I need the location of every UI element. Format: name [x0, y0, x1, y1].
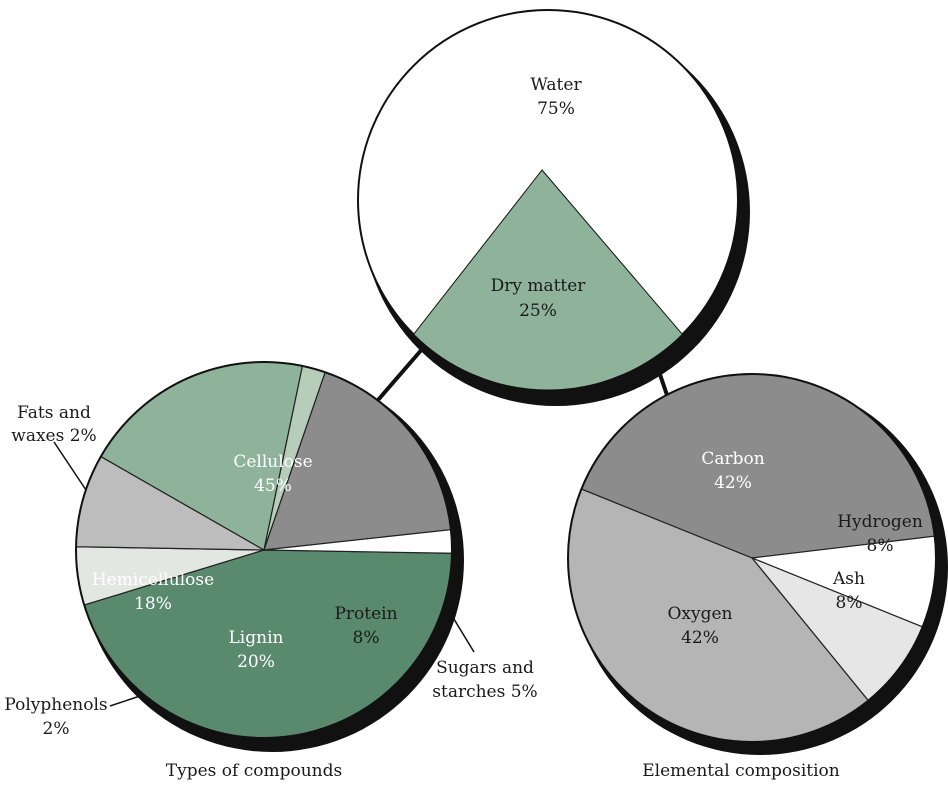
slice-label-carbon: Carbon [701, 449, 764, 469]
pie-water-dry-matter: Water 75% Dry matter 25% [357, 9, 750, 406]
slice-label-oxygen: Oxygen [667, 604, 732, 624]
outside-label-sugars-line1: Sugars and [436, 658, 534, 678]
slice-value-dry-matter: 25% [519, 301, 557, 321]
slice-value-hydrogen: 8% [867, 536, 894, 556]
outside-label-fats-line2: waxes 2% [11, 426, 96, 446]
slice-value-protein: 8% [353, 628, 380, 648]
outside-label-polyphenols-line1: Polyphenols [4, 695, 107, 715]
slice-label-hydrogen: Hydrogen [837, 512, 923, 532]
caption-types-of-compounds: Types of compounds [166, 761, 342, 781]
slice-value-hemicellulose: 18% [134, 594, 172, 614]
slice-value-lignin: 20% [237, 652, 275, 672]
slice-value-water: 75% [537, 99, 575, 119]
slice-label-protein: Protein [334, 604, 397, 624]
slice-label-hemicellulose: Hemicellulose [92, 570, 214, 590]
slice-label-lignin: Lignin [229, 628, 284, 648]
pie-slice-dry-matter [412, 169, 684, 391]
slice-label-ash: Ash [832, 569, 865, 589]
pie-types-of-compounds: Cellulose 45% Hemicellulose 18% Lignin 2… [75, 361, 464, 752]
slice-value-ash: 8% [836, 593, 863, 613]
slice-label-dry-matter: Dry matter [491, 276, 587, 296]
pie-rim [75, 361, 453, 739]
caption-elemental-composition: Elemental composition [642, 761, 840, 781]
pie-rim [567, 373, 937, 743]
slice-label-water: Water [530, 75, 582, 95]
slice-value-cellulose: 45% [254, 476, 292, 496]
slice-value-carbon: 42% [714, 473, 752, 493]
outside-label-polyphenols-line2: 2% [43, 719, 70, 739]
slice-value-oxygen: 42% [681, 628, 719, 648]
outside-label-sugars-line2: starches 5% [432, 682, 537, 702]
slice-label-cellulose: Cellulose [233, 452, 312, 472]
outside-label-fats-line1: Fats and [17, 403, 91, 423]
pie-elemental-composition: Carbon 42% Hydrogen 8% Ash 8% Oxygen 42% [567, 373, 948, 755]
